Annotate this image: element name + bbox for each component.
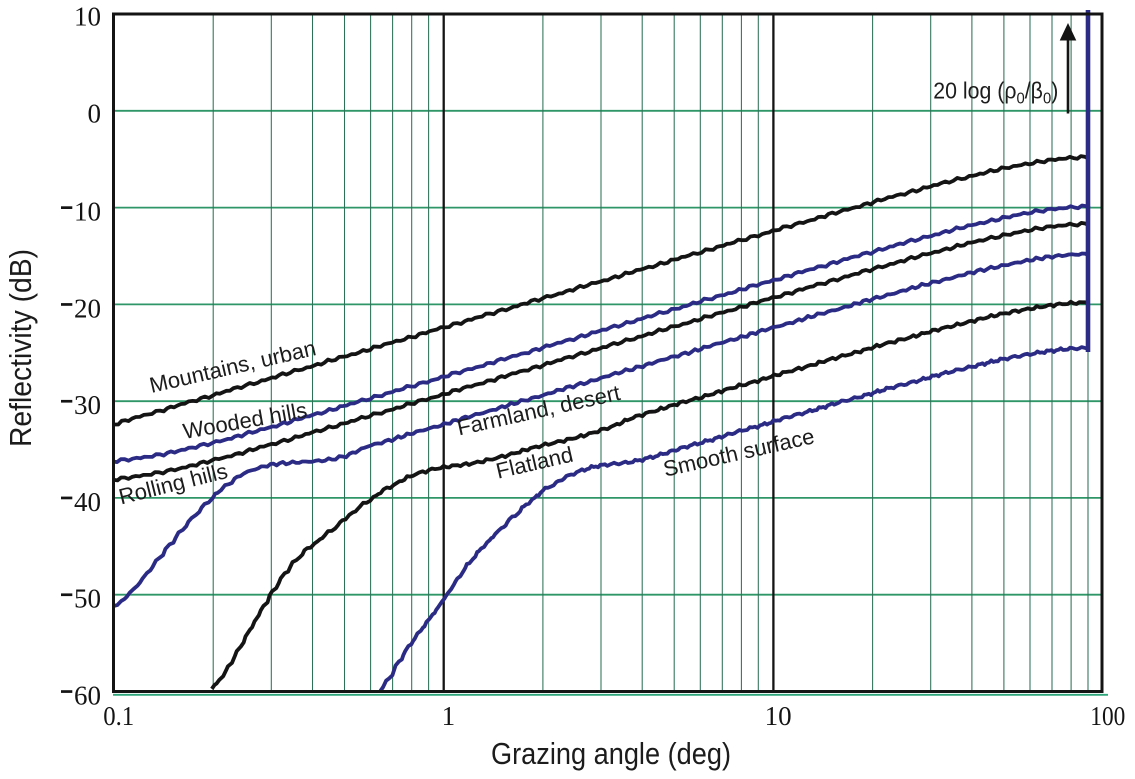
svg-text:30: 30 [74, 390, 101, 420]
svg-text:100: 100 [1090, 701, 1125, 731]
svg-text:0.1: 0.1 [103, 701, 134, 731]
svg-text:40: 40 [74, 487, 101, 517]
svg-text:1: 1 [442, 701, 456, 731]
svg-text:60: 60 [74, 681, 101, 711]
svg-text:10: 10 [765, 701, 792, 731]
svg-text:0: 0 [88, 98, 102, 128]
svg-text:Grazing angle (deg): Grazing angle (deg) [491, 736, 731, 771]
svg-text:10: 10 [74, 2, 101, 32]
svg-text:10: 10 [74, 197, 101, 227]
svg-text:Reflectivity (dB): Reflectivity (dB) [3, 249, 38, 447]
svg-text:20: 20 [74, 293, 101, 323]
svg-text:20 log (ρ0/β0): 20 log (ρ0/β0) [933, 78, 1058, 108]
svg-text:50: 50 [74, 584, 101, 614]
